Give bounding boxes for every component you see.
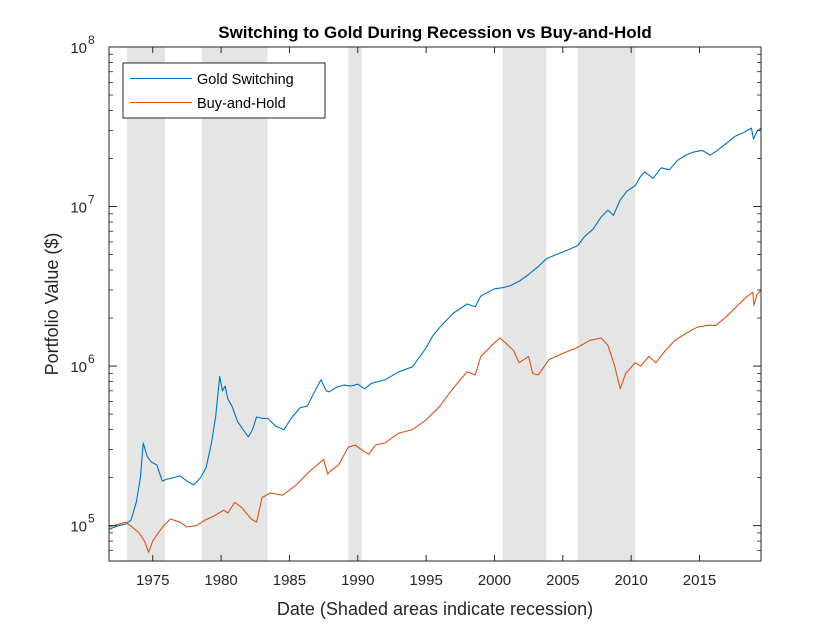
x-tick-label: 1985	[273, 572, 306, 589]
series-line-buy-and-hold	[108, 289, 762, 553]
y-tick-label: 10	[70, 200, 87, 217]
y-tick-exponent: 7	[88, 193, 95, 207]
y-axis-label: Portfolio Value ($)	[42, 233, 62, 376]
x-axis: 1975 1980 1985 1990 1995 2000 2005 2010 2015	[136, 47, 716, 589]
x-tick-label: 2015	[683, 572, 716, 589]
recession-band-4	[502, 47, 547, 561]
legend-box	[122, 62, 326, 119]
legend-label-gold-switching: Gold Switching	[197, 72, 294, 88]
y-tick-label: 10	[70, 359, 87, 376]
y-tick-exponent: 8	[88, 33, 95, 47]
x-tick-label: 1980	[204, 572, 237, 589]
plot-frame	[108, 46, 762, 562]
x-axis-label: Date (Shaded areas indicate recession)	[277, 599, 593, 619]
chart-title: Switching to Gold During Recession vs Bu…	[218, 23, 652, 42]
y-tick-exponent: 6	[88, 352, 95, 366]
x-tick-label: 2000	[478, 572, 511, 589]
legend-label-buy-and-hold: Buy-and-Hold	[197, 96, 286, 112]
x-tick-label: 1995	[409, 572, 442, 589]
y-tick-label: 10	[70, 40, 87, 57]
recession-band-1	[126, 47, 166, 561]
recession-shading	[126, 47, 636, 561]
legend: Gold Switching Buy-and-Hold	[122, 62, 326, 119]
y-tick-label: 10	[70, 519, 87, 536]
recession-band-5	[577, 47, 636, 561]
x-tick-label: 2010	[614, 572, 647, 589]
x-tick-label: 1975	[136, 572, 169, 589]
recession-band-2	[201, 47, 268, 561]
series-line-gold-switching	[108, 127, 762, 530]
x-tick-label: 2005	[546, 572, 579, 589]
recession-band-3	[348, 47, 362, 561]
x-tick-label: 1990	[341, 572, 374, 589]
y-tick-exponent: 5	[88, 512, 95, 526]
series-lines	[108, 127, 762, 553]
